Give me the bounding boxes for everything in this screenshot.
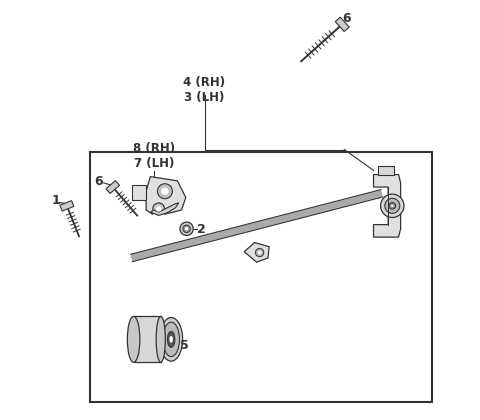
Circle shape	[161, 187, 168, 195]
Ellipse shape	[156, 316, 165, 362]
Polygon shape	[60, 201, 74, 211]
Ellipse shape	[127, 316, 140, 362]
Text: 6: 6	[94, 175, 102, 188]
Ellipse shape	[169, 336, 173, 343]
Circle shape	[153, 203, 165, 215]
Polygon shape	[373, 175, 401, 237]
Circle shape	[381, 194, 404, 218]
Text: 6: 6	[342, 13, 351, 26]
Polygon shape	[335, 17, 349, 32]
Polygon shape	[132, 185, 146, 200]
Circle shape	[183, 225, 191, 233]
Circle shape	[255, 248, 264, 257]
Circle shape	[180, 222, 193, 236]
Polygon shape	[244, 242, 269, 262]
Circle shape	[157, 184, 172, 199]
Circle shape	[258, 250, 262, 255]
Text: 8 (RH)
7 (LH): 8 (RH) 7 (LH)	[133, 142, 176, 171]
Text: 2: 2	[197, 223, 206, 236]
Polygon shape	[133, 316, 161, 362]
Text: 4 (RH)
3 (LH): 4 (RH) 3 (LH)	[183, 76, 226, 105]
Text: 1: 1	[51, 194, 60, 207]
Ellipse shape	[160, 318, 182, 361]
Polygon shape	[378, 166, 395, 175]
Polygon shape	[146, 177, 186, 214]
Circle shape	[389, 202, 396, 209]
Text: 5: 5	[180, 339, 188, 352]
Circle shape	[185, 227, 188, 231]
Circle shape	[156, 206, 162, 212]
Polygon shape	[106, 181, 120, 194]
Circle shape	[391, 205, 394, 207]
Circle shape	[385, 198, 400, 213]
Ellipse shape	[168, 331, 175, 347]
Ellipse shape	[163, 322, 180, 357]
Polygon shape	[150, 203, 179, 215]
